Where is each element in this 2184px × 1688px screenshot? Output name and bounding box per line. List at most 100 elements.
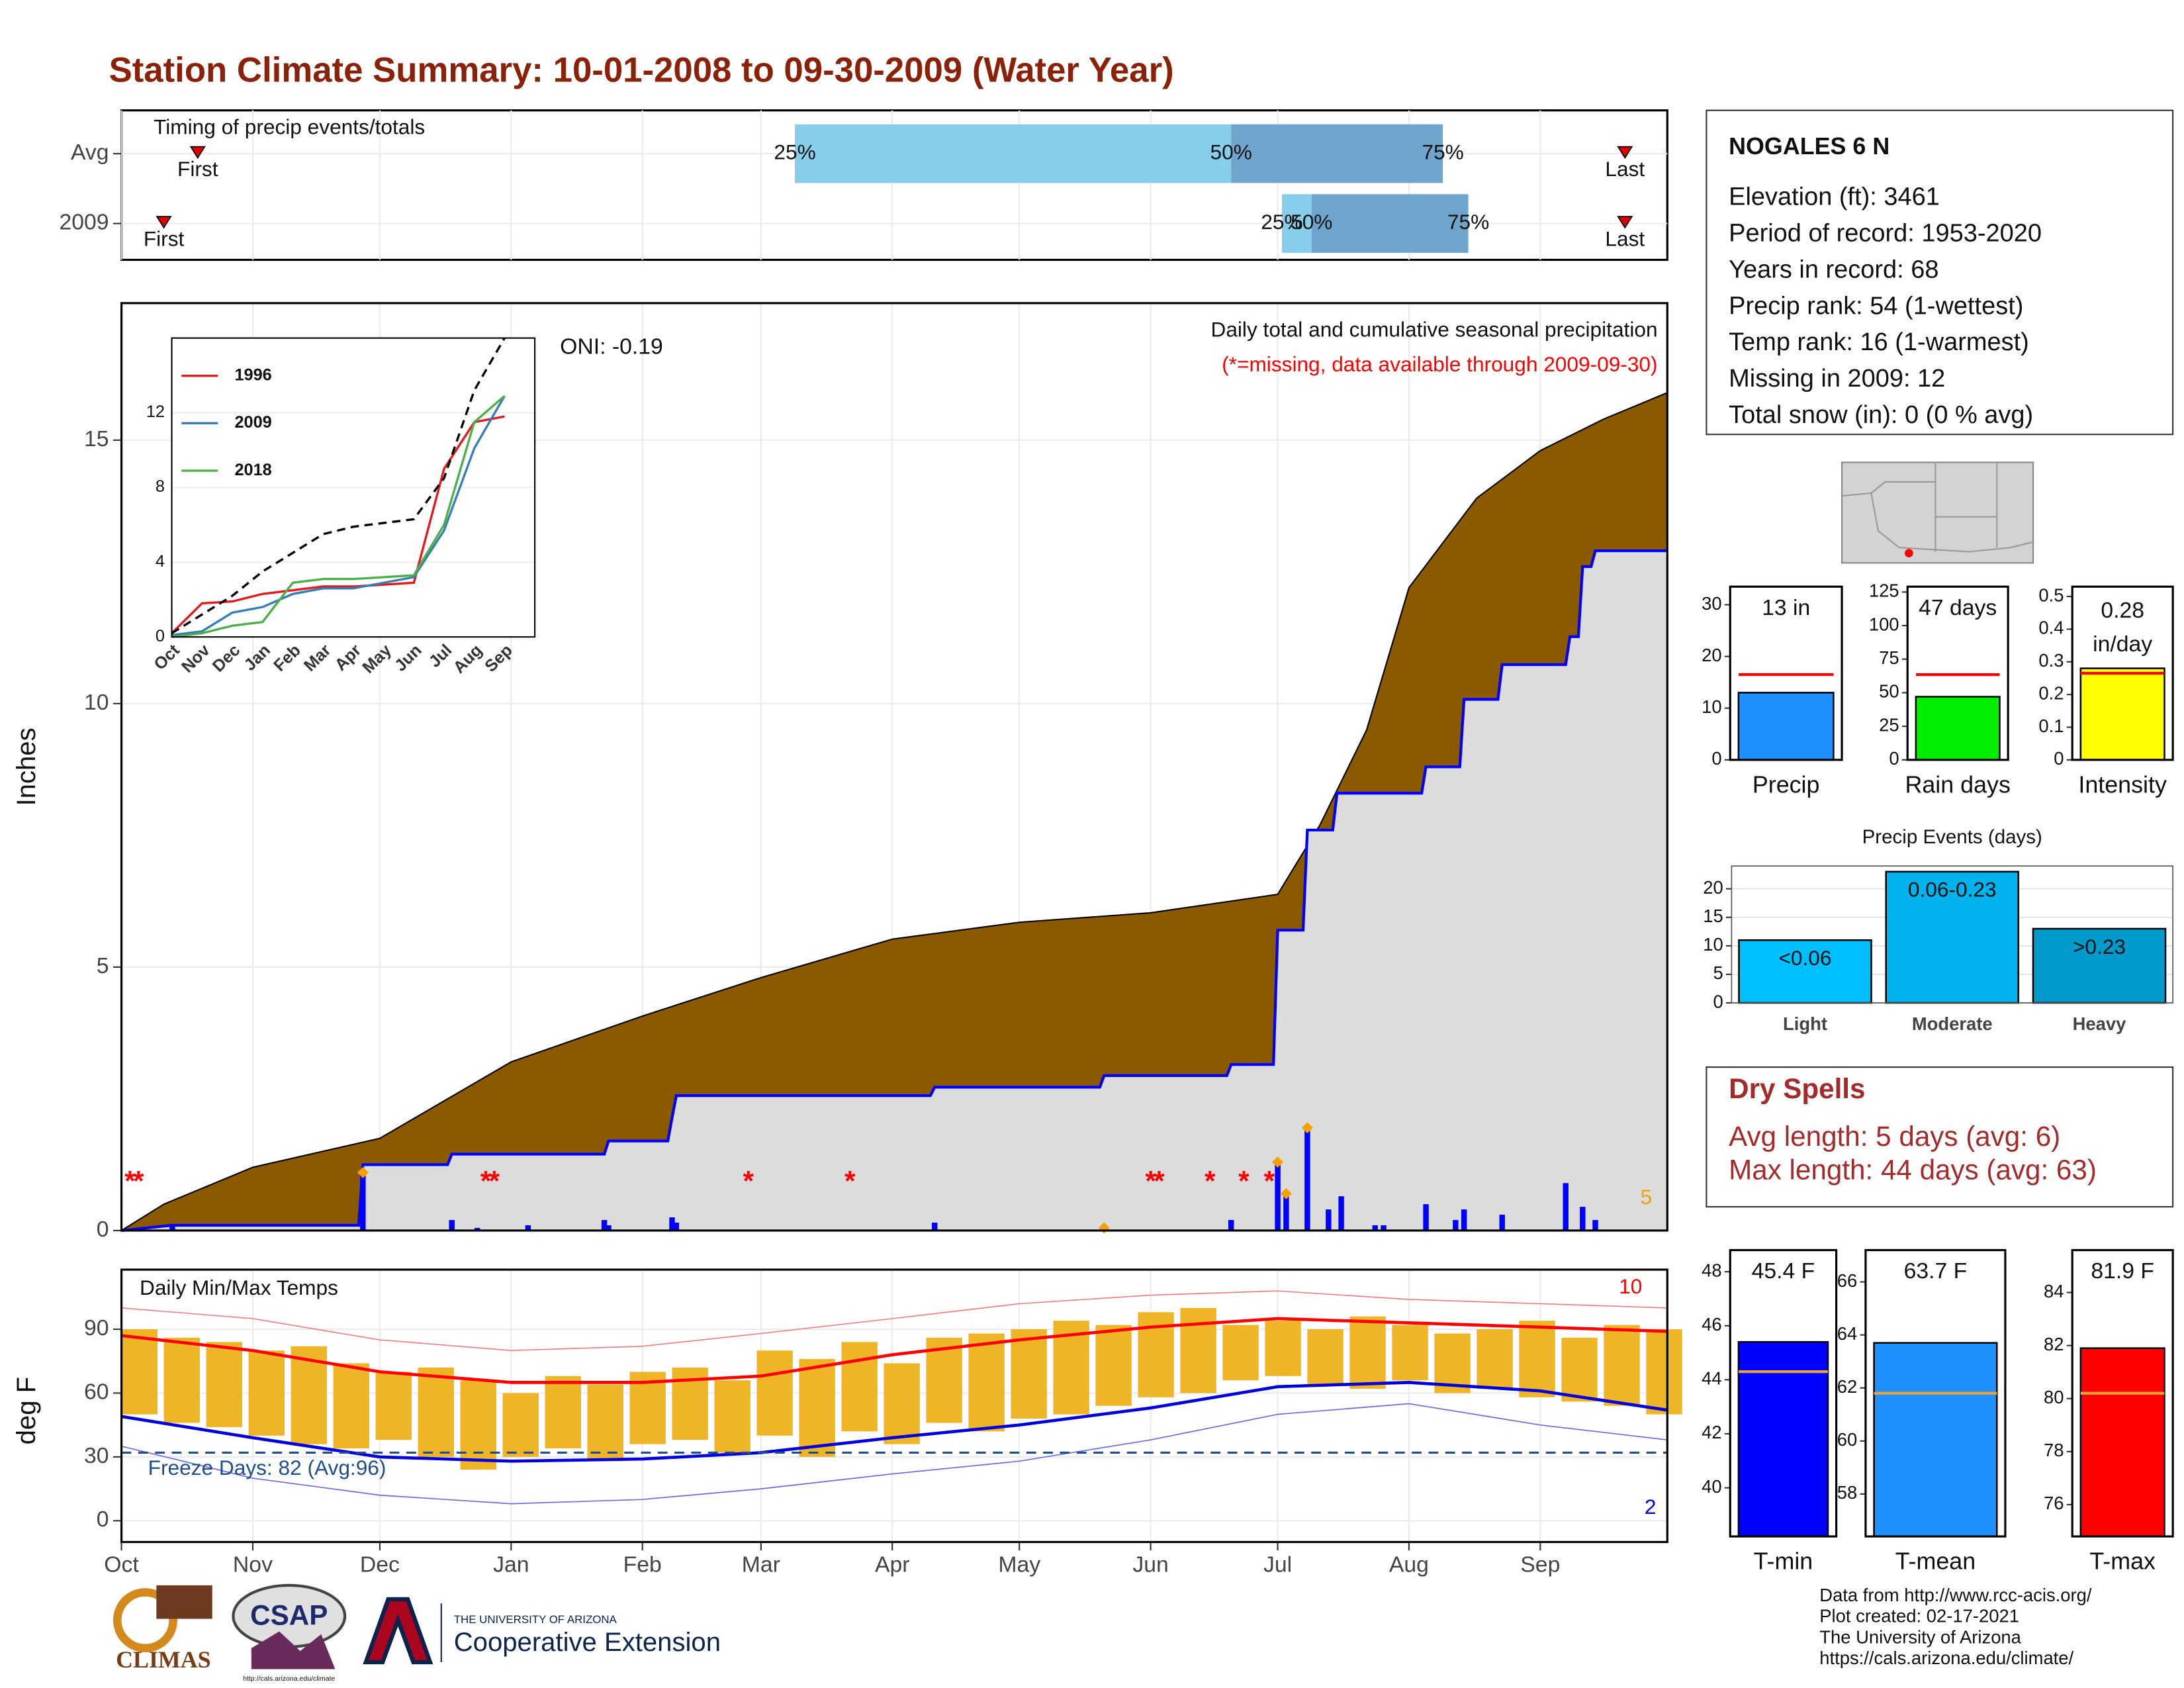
x-tick-label: T-max	[2089, 1548, 2156, 1575]
csap-logo: CSAP http://cals.arizona.edu/climate	[232, 1583, 347, 1683]
missing-marker: *	[844, 1165, 856, 1196]
daily-bar	[606, 1225, 612, 1231]
temp-range-bar	[714, 1380, 751, 1453]
quantile-bar	[1231, 124, 1443, 183]
daily-bar	[1453, 1220, 1459, 1231]
value-label: 45.4 F	[1752, 1258, 1815, 1284]
value-label: 13 in	[1762, 595, 1810, 620]
quantile-label: 25%	[774, 140, 815, 164]
panel-frame	[2071, 585, 2174, 761]
daily-bar	[360, 1172, 366, 1231]
y-tick-label: 125	[1869, 581, 1899, 601]
y-tick-label: 15	[1703, 906, 1723, 926]
y-tick-label: 84	[2044, 1281, 2064, 1301]
panel-frame	[1729, 1248, 1838, 1538]
x-tick-label: Intensity	[2078, 771, 2167, 798]
temp-range-bar	[841, 1342, 878, 1432]
quantile-label: 50%	[1210, 140, 1252, 164]
annotation: ONI: -0.19	[560, 334, 663, 359]
legend-label: 2018	[234, 461, 271, 479]
y-tick-label: 82	[2044, 1334, 2064, 1354]
legend-label: 2009	[234, 413, 271, 432]
daily-bar	[1338, 1196, 1344, 1231]
bar-label: <0.06	[1778, 946, 1831, 970]
dry-spells-box	[1706, 1066, 2174, 1208]
x-tick-label: Mar	[742, 1552, 780, 1577]
daily-bar	[1275, 1162, 1281, 1231]
station-line: Period of record: 1953-2020	[1729, 220, 2042, 248]
y-tick-label: 0.5	[2038, 585, 2064, 605]
daily-bar	[1283, 1194, 1289, 1231]
y-tick-label: 2009	[59, 210, 109, 235]
y-tick-label: 46	[1702, 1314, 1721, 1335]
event-marker	[156, 216, 172, 229]
y-tick-label: 48	[1702, 1260, 1721, 1280]
y-tick-label: 42	[1702, 1422, 1721, 1442]
y-axis-label: deg F	[12, 1377, 41, 1445]
x-tick-label: Rain days	[1905, 771, 2010, 798]
y-tick-label: 76	[2044, 1493, 2064, 1513]
value-label: 0.28 in/day	[2093, 598, 2152, 657]
x-tick-label: Sep	[1520, 1552, 1560, 1577]
climas-logo: CLIMAS	[113, 1585, 212, 1673]
daily-bar	[1372, 1225, 1378, 1231]
temp-range-bar	[502, 1393, 539, 1457]
temp-range-bar	[1011, 1329, 1047, 1419]
station-line: Precip rank: 54 (1-wettest)	[1729, 292, 2023, 320]
x-tick-label: Apr	[332, 641, 365, 675]
y-tick-label: 4	[156, 552, 165, 571]
bar	[2079, 1347, 2165, 1538]
daily-bar	[601, 1220, 608, 1231]
quantile-bar	[1281, 194, 1312, 253]
x-tick-label: Heavy	[2073, 1013, 2127, 1034]
temp-range-bar	[884, 1363, 920, 1444]
footer-line: The University of Arizona	[1819, 1626, 2021, 1647]
temp-range-bar	[1307, 1329, 1343, 1385]
event-label: First	[144, 226, 185, 250]
y-tick-label: 100	[1869, 614, 1899, 634]
quantile-label: 75%	[1422, 140, 1463, 164]
low-count: 2	[1645, 1495, 1657, 1519]
x-tick-label: Nov	[178, 641, 214, 677]
bar	[1737, 692, 1835, 761]
y-tick-label: 75	[1879, 647, 1899, 668]
x-tick-label: Oct	[104, 1552, 139, 1577]
temp-range-bar	[968, 1333, 1005, 1432]
daily-bar	[1423, 1204, 1429, 1231]
y-tick-label: 80	[2044, 1387, 2064, 1407]
y-tick-label: 25	[1879, 714, 1899, 735]
y-tick-label: 15	[84, 426, 109, 451]
temp-range-bar	[163, 1337, 200, 1423]
daily-bar	[669, 1217, 675, 1231]
daily-bar	[1592, 1220, 1598, 1231]
missing-marker: *	[1205, 1165, 1216, 1196]
temp-range-bar	[460, 1380, 496, 1470]
station-line: Elevation (ft): 3461	[1729, 183, 1940, 211]
logo-text: CLIMAS	[116, 1646, 210, 1673]
missing-marker: *	[1264, 1165, 1275, 1196]
record-marker	[357, 1166, 369, 1178]
y-tick-label: 5	[1713, 962, 1723, 983]
x-tick-label: Jun	[1132, 1552, 1168, 1577]
y-tick-label: 20	[1703, 877, 1723, 898]
daily-bar	[1381, 1225, 1387, 1231]
y-tick-label: 0	[1711, 748, 1721, 769]
missing-marker: *	[124, 1165, 136, 1196]
daily-bar	[1304, 1127, 1310, 1231]
x-tick-label: Dec	[360, 1552, 400, 1577]
daily-bar	[525, 1225, 531, 1231]
x-tick-label: Dec	[209, 641, 244, 676]
panel-title: Daily Min/Max Temps	[140, 1276, 338, 1299]
logo-text: THE UNIVERSITY OF ARIZONA	[454, 1613, 617, 1626]
temp-range-bar	[375, 1372, 412, 1440]
x-tick-label: Aug	[1389, 1552, 1429, 1577]
y-tick-label: 40	[1702, 1476, 1721, 1497]
chart-note: (*=missing, data available through 2009-…	[1222, 352, 1657, 376]
footer-line: https://cals.arizona.edu/climate/	[1819, 1648, 2073, 1668]
quantile-label: 75%	[1447, 210, 1489, 234]
event-marker	[1617, 146, 1633, 160]
legend-label: 1996	[234, 365, 271, 384]
record_max-line	[121, 1290, 1668, 1352]
quantile-bar	[795, 124, 1232, 183]
x-tick-label: Jan	[240, 641, 274, 675]
